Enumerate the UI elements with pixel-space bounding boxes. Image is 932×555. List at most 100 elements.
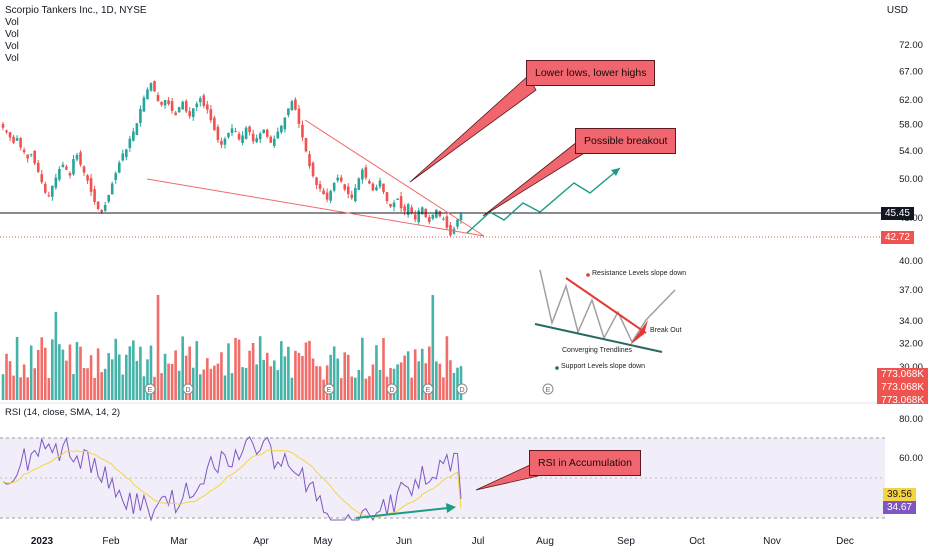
- candle-body: [12, 136, 15, 143]
- volume-bar: [241, 367, 244, 400]
- candle-body: [139, 109, 142, 123]
- candle-body: [350, 194, 354, 198]
- volume-bar: [339, 378, 343, 400]
- candle-body: [272, 138, 276, 146]
- time-axis-tick: Jul: [472, 536, 485, 547]
- volume-bar: [413, 349, 417, 400]
- volume-bar: [343, 352, 347, 400]
- candle-body: [174, 112, 177, 116]
- candle-body: [410, 207, 413, 213]
- candle-body: [375, 187, 378, 191]
- volume-bar: [294, 350, 297, 400]
- candle-body: [29, 154, 33, 156]
- volume-bar: [160, 373, 163, 400]
- event-marker[interactable]: [323, 383, 335, 395]
- callout-possible-breakout: Possible breakout: [575, 128, 677, 154]
- volume-bar: [234, 337, 237, 400]
- candle-body: [287, 108, 290, 116]
- volume-bar: [36, 349, 40, 400]
- candle-body: [100, 210, 103, 213]
- candle-body: [403, 206, 406, 212]
- candle-body: [54, 177, 58, 188]
- candle-body: [431, 214, 435, 219]
- volume-bar: [332, 346, 336, 400]
- volume-bar: [301, 356, 304, 400]
- candle-body: [258, 133, 262, 140]
- volume-bar: [251, 342, 255, 400]
- volume-bar: [54, 312, 58, 400]
- volume-bar: [170, 363, 174, 400]
- volume-bar: [378, 369, 382, 400]
- event-marker[interactable]: [542, 383, 554, 395]
- volume-bar: [396, 364, 399, 400]
- candle-body: [96, 201, 100, 209]
- volume-bar: [188, 346, 192, 400]
- volume-bar: [449, 360, 452, 400]
- candle-body: [72, 159, 75, 175]
- volume-bar: [459, 366, 463, 400]
- event-marker[interactable]: [182, 383, 194, 395]
- candle-body: [128, 138, 132, 148]
- price-axis-tick: 40.00: [899, 256, 923, 267]
- candle-body: [438, 211, 442, 217]
- candle-body: [318, 184, 322, 189]
- volume-bar: [33, 368, 37, 400]
- candle-body: [135, 123, 139, 135]
- candle-body: [276, 131, 280, 139]
- volume-bar: [269, 366, 273, 400]
- volume-bar: [40, 337, 44, 400]
- candle-body: [248, 126, 251, 133]
- volume-bar: [149, 345, 153, 400]
- volume-bar: [139, 346, 142, 400]
- volume-bar: [174, 350, 177, 400]
- volume-bar: [311, 358, 315, 400]
- volume-bar: [361, 337, 364, 400]
- event-marker[interactable]: [386, 383, 398, 395]
- callout-rsi-accumulation: RSI in Accumulation: [529, 450, 641, 476]
- volume-bar: [65, 360, 68, 400]
- low-price-tag: 42.72: [880, 231, 914, 244]
- candle-body: [357, 178, 361, 190]
- price-axis-tick: 62.00: [899, 95, 923, 106]
- rsi-band: [0, 438, 885, 518]
- volume-bar: [195, 341, 199, 400]
- candle-body: [36, 162, 40, 172]
- candle-body: [167, 100, 170, 105]
- volume-bar: [420, 348, 424, 400]
- volume-bar: [181, 336, 184, 400]
- volume-bar: [382, 338, 385, 400]
- event-marker[interactable]: [144, 383, 156, 395]
- wedge-diagram: [534, 269, 676, 370]
- volume-bar: [223, 375, 227, 400]
- rsi-value-tag: 39.56: [882, 488, 916, 501]
- candle-body: [121, 153, 125, 161]
- volume-bar: [403, 355, 406, 400]
- candle-body: [149, 83, 153, 91]
- candle-body: [1, 124, 5, 128]
- volume-bar: [146, 359, 149, 400]
- time-axis-tick: Sep: [617, 536, 635, 547]
- volume-bar: [114, 338, 118, 400]
- candle-body: [82, 166, 86, 173]
- candle-body: [160, 101, 163, 105]
- candle-body: [117, 162, 121, 173]
- candle-body: [19, 138, 22, 148]
- candle-body: [33, 150, 37, 164]
- event-marker[interactable]: [422, 383, 434, 395]
- volume-bar: [318, 366, 322, 400]
- volume-bar: [43, 347, 47, 400]
- candle-body: [339, 177, 343, 182]
- volume-bar: [350, 376, 354, 400]
- event-marker[interactable]: [456, 383, 468, 395]
- candle-body: [269, 136, 273, 143]
- volume-bar: [287, 346, 290, 400]
- volume-bar: [51, 339, 54, 400]
- resistance-trendline: [304, 119, 485, 237]
- event-marker-label: D: [459, 387, 464, 394]
- candle-body: [435, 209, 438, 218]
- event-marker-label: D: [185, 387, 190, 394]
- candle-body: [68, 173, 72, 176]
- candle-body: [255, 138, 258, 143]
- candle-body: [114, 173, 118, 180]
